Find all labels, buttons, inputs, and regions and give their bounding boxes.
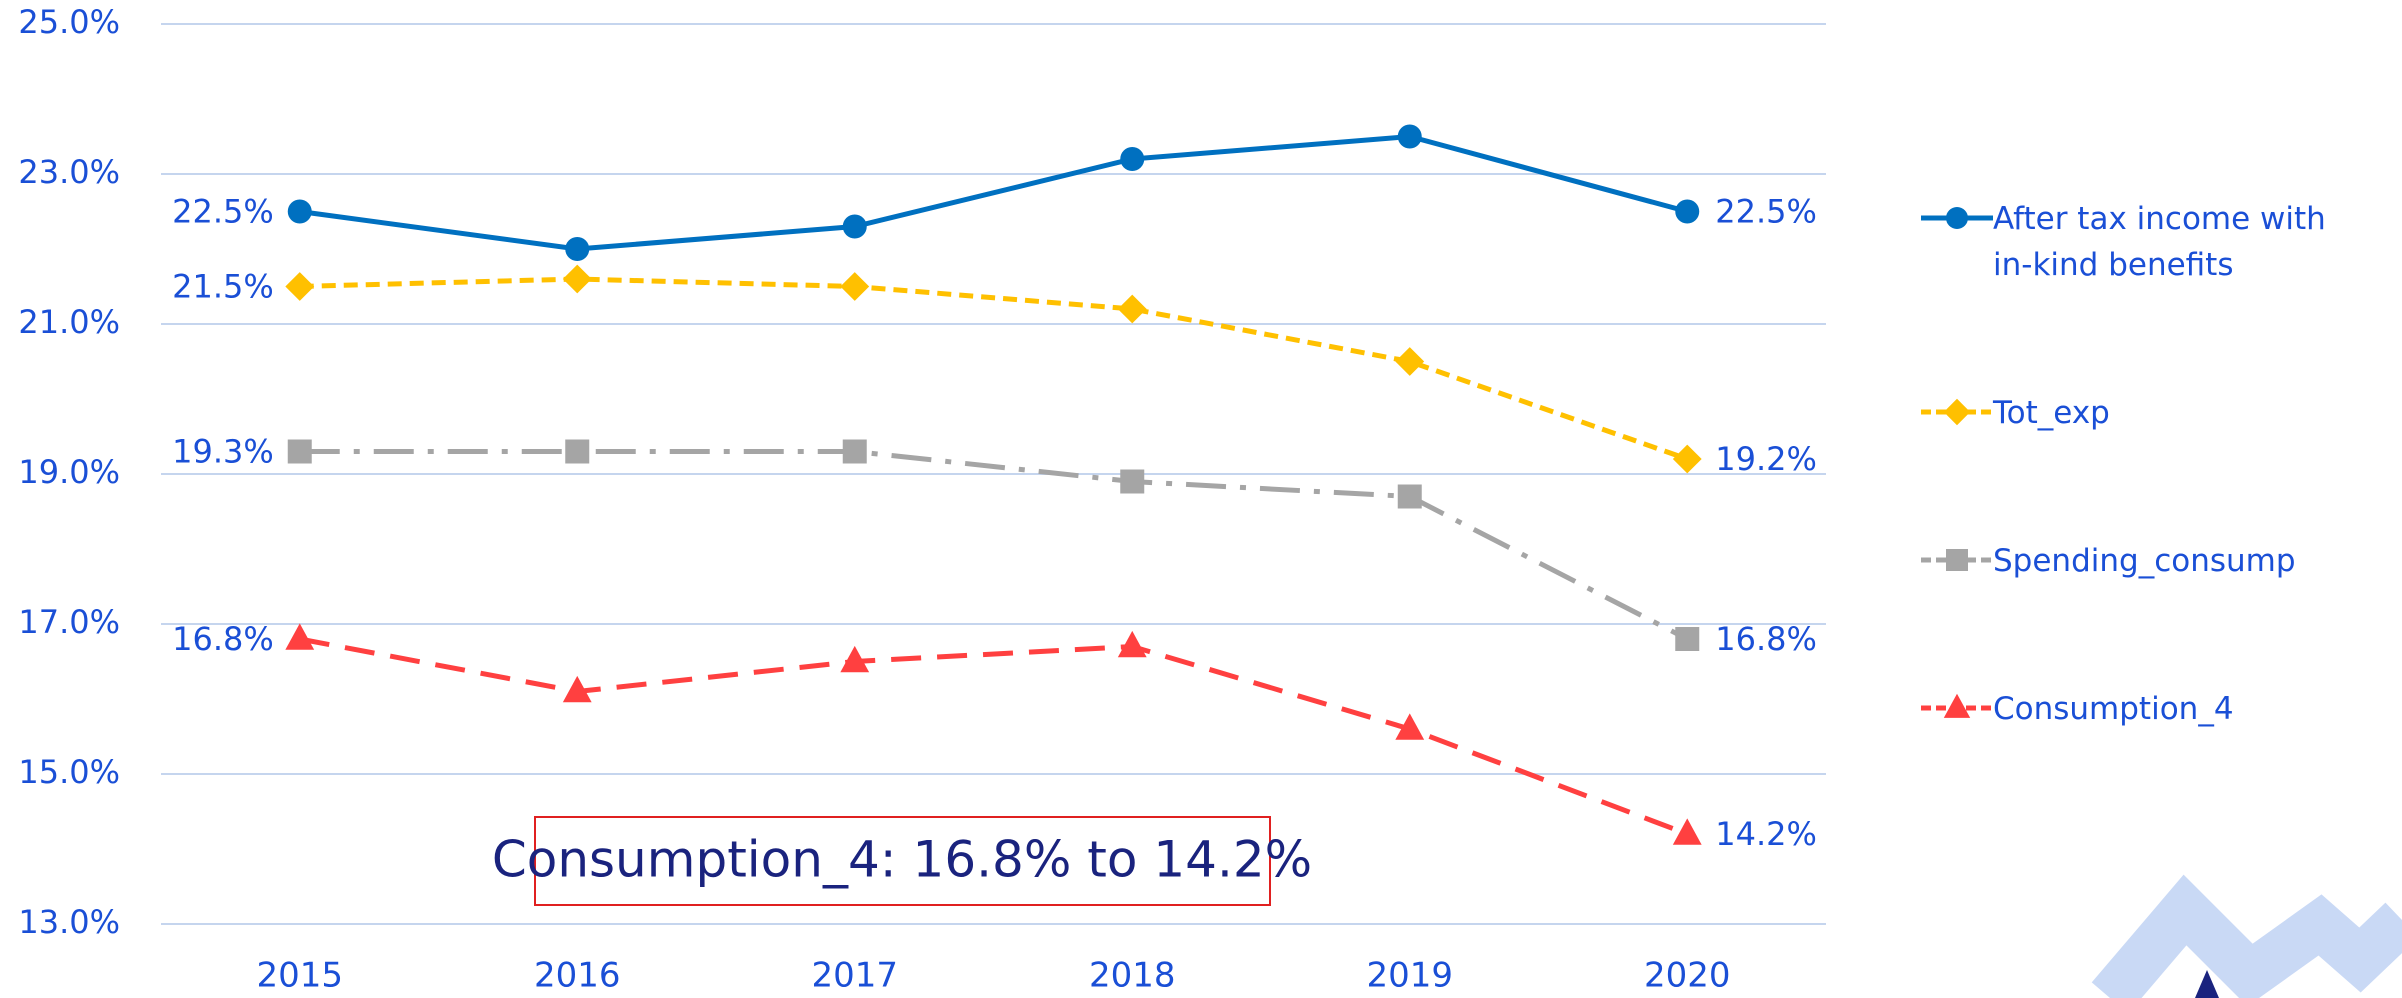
value-label: 22.5% <box>1715 193 1817 231</box>
value-label: 22.5% <box>172 193 274 231</box>
legend-label: Spending_consump <box>1993 543 2296 579</box>
line <box>299 133 1688 252</box>
legend-swatch <box>1921 549 1993 571</box>
marker <box>842 214 867 239</box>
line <box>299 636 1689 837</box>
value-label: 19.3% <box>172 433 274 471</box>
marker <box>562 675 592 703</box>
marker <box>1397 124 1422 149</box>
marker <box>1395 713 1425 740</box>
marker <box>1120 147 1145 171</box>
annotation: Consumption_4: 16.8% to 14.2% <box>492 831 1312 889</box>
marker <box>1672 444 1702 474</box>
y-tick-label: 17.0% <box>18 603 120 641</box>
value-label: 16.8% <box>172 620 274 658</box>
series: 22.5% 22.5% <box>172 124 1817 261</box>
x-tick-label: 2018 <box>1089 956 1176 996</box>
legend-swatch <box>1921 207 1993 229</box>
marker <box>1946 549 1968 571</box>
marker <box>1117 630 1147 658</box>
y-tick-label: 25.0% <box>18 3 120 41</box>
marker <box>565 237 590 261</box>
legend-swatch <box>1921 398 1993 426</box>
marker <box>285 272 315 301</box>
marker <box>562 264 592 294</box>
value-label: 21.5% <box>172 268 274 306</box>
x-tick-label: 2015 <box>256 956 343 996</box>
y-tick-label: 15.0% <box>18 753 120 791</box>
legend-label: After tax income with in-kind benefits <box>1993 201 2326 283</box>
legend-item: After tax income with in-kind benefits <box>1921 196 2381 288</box>
marker <box>840 272 870 301</box>
legend: After tax income with in-kind benefits To… <box>1921 196 2381 834</box>
legend-item: Consumption_4 <box>1921 686 2381 732</box>
value-label: 19.2% <box>1715 440 1817 478</box>
logo-arrow <box>2091 874 2402 998</box>
marker <box>1675 199 1700 224</box>
x-tick-label: 2017 <box>811 956 898 996</box>
legend-item: Spending_consump <box>1921 538 2381 584</box>
marker <box>1672 818 1702 845</box>
series: 19.3% 16.8% <box>172 433 1817 659</box>
marker <box>842 439 867 464</box>
marker <box>1395 347 1425 376</box>
marker <box>1120 469 1145 494</box>
line <box>299 449 1689 642</box>
x-tick-label: 2016 <box>534 956 621 996</box>
x-tick-label: 2019 <box>1366 956 1453 996</box>
logo <box>2091 874 2402 998</box>
marker <box>285 623 315 650</box>
marker <box>1397 484 1422 509</box>
marker <box>1946 207 1968 229</box>
value-label: 14.2% <box>1715 815 1817 853</box>
annotation-box <box>534 816 1271 906</box>
y-tick-label: 23.0% <box>18 153 120 191</box>
legend-item: Tot_exp <box>1921 390 2381 436</box>
y-tick-label: 21.0% <box>18 303 120 341</box>
legend-label: Tot_exp <box>1993 395 2110 431</box>
marker <box>565 439 590 464</box>
series: 16.8% 14.2% <box>172 620 1817 853</box>
logo-mark <box>2195 970 2219 998</box>
y-tick-label: 13.0% <box>18 903 120 941</box>
marker <box>840 645 870 673</box>
marker <box>287 199 312 224</box>
marker <box>1117 294 1147 324</box>
legend-label: Consumption_4 <box>1993 691 2234 727</box>
marker <box>1675 627 1700 651</box>
marker <box>287 439 312 464</box>
marker <box>1943 398 1971 426</box>
x-tick-label: 2020 <box>1644 956 1731 996</box>
marker <box>1943 693 1971 718</box>
y-tick-label: 19.0% <box>18 453 120 491</box>
series: 21.5% 19.2% <box>172 264 1817 478</box>
legend-swatch <box>1921 693 1993 718</box>
value-label: 16.8% <box>1715 620 1817 658</box>
line <box>299 276 1689 462</box>
